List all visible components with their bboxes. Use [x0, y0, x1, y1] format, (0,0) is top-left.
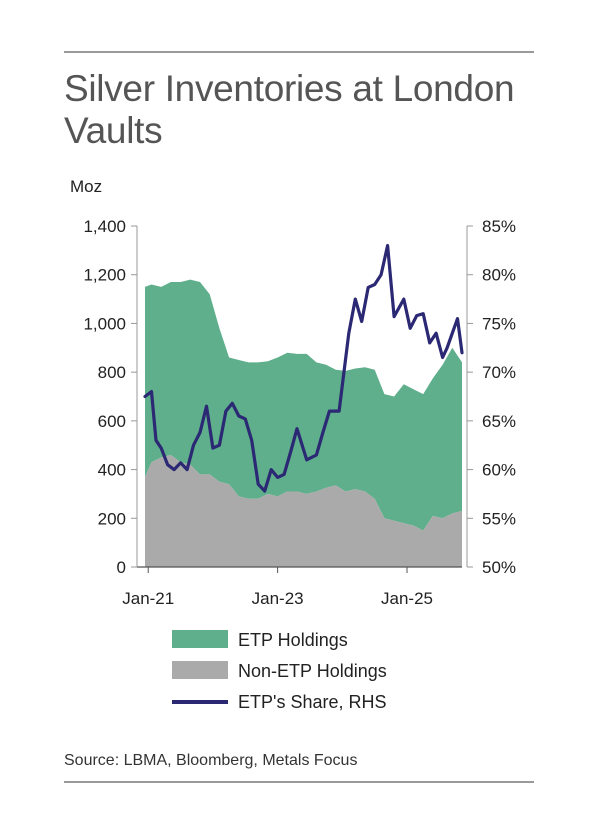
chart-title: Silver Inventories at London Vaults — [64, 68, 515, 151]
right-tick-label: 70% — [482, 363, 516, 382]
right-tick-label: 65% — [482, 412, 516, 431]
axes-layer: 0 200 400 600 800 1,000 1,200 1,400 50% 55% 60% 65%… — [83, 217, 516, 608]
source-note: Source: LBMA, Bloomberg, Metals Focus — [64, 752, 358, 769]
x-tick-label: Jan-21 — [122, 589, 174, 608]
left-tick-label: 1,400 — [83, 217, 126, 236]
legend-label: ETP Holdings — [238, 630, 348, 650]
line-layer — [143, 243, 464, 493]
right-tick-label: 60% — [482, 461, 516, 480]
left-tick-label: 200 — [98, 509, 126, 528]
left-tick-label: 600 — [98, 412, 126, 431]
legend-label: ETP's Share, RHS — [238, 692, 386, 712]
left-tick-label: 400 — [98, 461, 126, 480]
legend-swatch-non-etp-holdings — [172, 661, 228, 679]
left-tick-label: 1,000 — [83, 314, 126, 333]
right-tick-label: 55% — [482, 509, 516, 528]
x-tick-label: Jan-23 — [252, 589, 304, 608]
non-etp-holdings-area — [145, 455, 462, 567]
area-layer — [145, 279, 462, 567]
etp-share-line — [143, 243, 464, 493]
left-tick-label: 800 — [98, 363, 126, 382]
chart-area: Moz 0 200 400 600 800 1,000 1,200 1,400 50% 55% 60… — [70, 177, 516, 712]
bottom-rule — [64, 781, 534, 783]
x-tick-label: Jan-25 — [381, 589, 433, 608]
right-tick-label: 50% — [482, 558, 516, 577]
left-tick-label: 0 — [117, 558, 126, 577]
right-tick-label: 85% — [482, 217, 516, 236]
right-tick-label: 80% — [482, 266, 516, 285]
right-tick-label: 75% — [482, 314, 516, 333]
top-rule — [64, 51, 534, 53]
left-tick-label: 1,200 — [83, 266, 126, 285]
legend-label: Non-ETP Holdings — [238, 661, 387, 681]
left-axis-unit-label: Moz — [70, 177, 102, 196]
legend: ETP Holdings Non-ETP Holdings ETP's Share,… — [172, 630, 387, 712]
etp-holdings-area — [145, 279, 462, 531]
legend-swatch-etp-holdings — [172, 630, 228, 648]
